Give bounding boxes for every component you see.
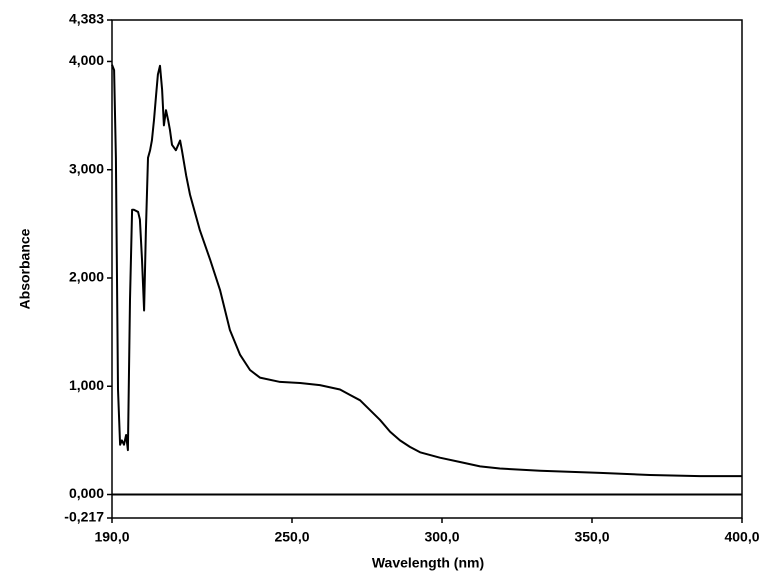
spectrum-line <box>111 64 742 478</box>
y-tick-label: 4,383 <box>69 11 104 27</box>
y-tick-label: 1,000 <box>69 377 104 393</box>
x-axis-label: Wavelength (nm) <box>372 555 484 571</box>
y-tick-label: 4,000 <box>69 52 104 68</box>
y-tick-label: 0,000 <box>69 485 104 501</box>
y-tick-label: -0,217 <box>64 509 104 525</box>
y-axis-label: Absorbance <box>17 228 33 309</box>
x-tick-label: 400,0 <box>724 529 759 545</box>
x-tick-label: 190,0 <box>94 529 129 545</box>
x-tick-label: 350,0 <box>574 529 609 545</box>
y-tick-label: 3,000 <box>69 160 104 176</box>
y-tick-label: 2,000 <box>69 269 104 285</box>
plot-frame <box>111 19 743 519</box>
x-tick-label: 250,0 <box>274 529 309 545</box>
x-tick-label: 300,0 <box>424 529 459 545</box>
